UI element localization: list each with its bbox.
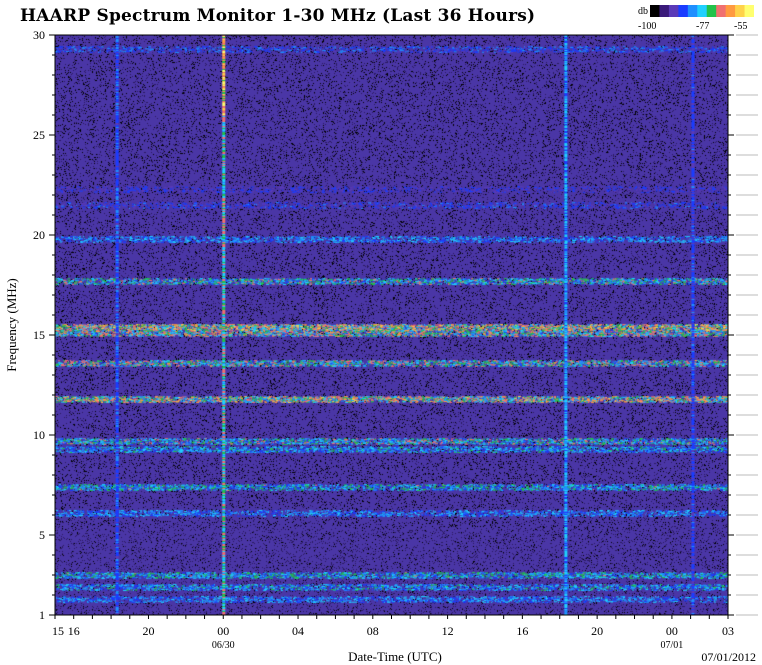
legend-swatch (650, 5, 660, 17)
chart-title: HAARP Spectrum Monitor 1-30 MHz (Last 36… (20, 6, 536, 26)
legend-swatch (744, 5, 754, 17)
x-date-label: 07/01 (661, 640, 684, 651)
x-tick-label: 00 (666, 624, 678, 638)
color-legend: db -100 -77 -55 (638, 5, 754, 32)
legend-swatch (716, 5, 727, 17)
legend-swatch (735, 5, 746, 17)
legend-tick-max: -55 (734, 21, 747, 32)
x-date-label: 06/30 (212, 640, 235, 651)
legend-swatch (706, 5, 717, 17)
y-tick-label: 10 (33, 428, 45, 442)
footer-date: 07/01/2012 (701, 650, 756, 664)
x-tick-label: 20 (142, 624, 154, 638)
x-tick-label: 20 (591, 624, 603, 638)
y-axis-label: Frequency (MHz) (4, 278, 19, 372)
legend-swatch (678, 5, 689, 17)
legend-tick-min: -100 (638, 21, 656, 32)
legend-swatch (725, 5, 736, 17)
legend-swatch (659, 5, 670, 17)
y-tick-label: 20 (33, 228, 45, 242)
y-tick-label: 25 (33, 128, 45, 142)
x-tick-label: 16 (68, 624, 80, 638)
x-tick-label: 00 (217, 624, 229, 638)
x-axis: 15 16 20 00 04 08 12 16 20 00 03 06/30 07/01 (52, 615, 734, 651)
x-tick-label: 04 (292, 624, 304, 638)
x-tick-label: 16 (516, 624, 528, 638)
x-tick-label: 12 (442, 624, 454, 638)
y-tick-label: 30 (33, 28, 45, 42)
legend-unit-label: db (638, 6, 648, 17)
y-tick-label: 15 (33, 328, 45, 342)
y-tick-label: 5 (39, 528, 45, 542)
y-tick-label: 1 (39, 608, 45, 622)
legend-swatch (687, 5, 698, 17)
x-tick-label: 03 (722, 624, 734, 638)
legend-tick-mid: -77 (696, 21, 709, 32)
x-axis-label: Date-Time (UTC) (348, 649, 442, 664)
x-tick-label: 08 (367, 624, 379, 638)
legend-swatch (668, 5, 679, 17)
spectrogram-heatmap (55, 35, 728, 615)
x-tick-label: 15 (52, 624, 64, 638)
legend-color-bar (650, 5, 754, 17)
legend-swatch (697, 5, 708, 17)
